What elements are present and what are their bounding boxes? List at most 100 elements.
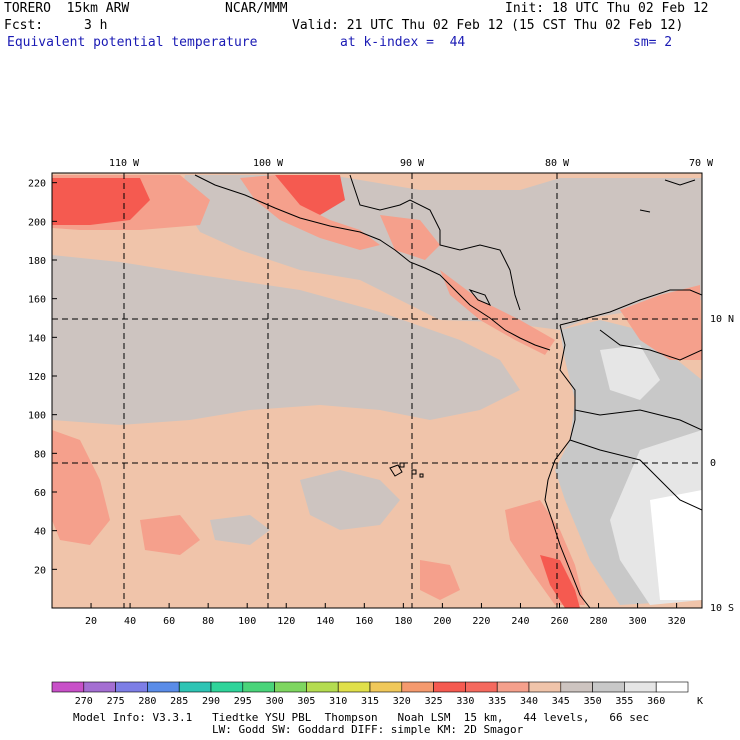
warm-guatemala — [380, 215, 440, 260]
x-tick-label: 200 — [433, 616, 451, 627]
level-label: at k-index = 44 — [340, 35, 466, 50]
colorbar-label: 280 — [138, 696, 156, 707]
colorbar-label: 310 — [329, 696, 347, 707]
warm-southwest-patch — [140, 515, 200, 555]
colorbar-swatch — [433, 681, 466, 693]
gray-band-central — [52, 255, 520, 425]
colorbar-swatch — [624, 681, 657, 693]
y-tick-label: 60 — [34, 488, 46, 499]
coastline-gulf — [349, 174, 521, 311]
lon-label-90w: 90 W — [400, 158, 425, 169]
border-countries — [569, 329, 702, 511]
x-tick-label: 80 — [202, 616, 214, 627]
x-tick-label: 60 — [163, 616, 175, 627]
colorbar-swatch — [528, 681, 562, 693]
valid-time: Valid: 21 UTC Thu 02 Feb 12 (15 CST Thu … — [292, 18, 684, 33]
colorbar-swatch — [337, 681, 371, 693]
axis-ticks — [52, 182, 678, 608]
forecast-label: Fcst: — [4, 18, 44, 33]
andes-white — [650, 490, 702, 600]
colorbar-swatch — [655, 681, 689, 693]
hot-peru-coast — [540, 555, 580, 608]
colorbar-label: 290 — [202, 696, 220, 707]
x-tick-label: 220 — [472, 616, 490, 627]
colorbar-label: 325 — [425, 696, 443, 707]
colorbar-labels: 270 275 280 285 290 295 300 305 310 315 320 325 330 3… — [75, 696, 665, 707]
colorbar-swatch — [401, 681, 434, 693]
y-tick-label: 220 — [28, 179, 46, 190]
forecast-value: 3 h — [84, 18, 108, 33]
lon-label-110w: 110 W — [109, 158, 140, 169]
colorbar-label: 300 — [266, 696, 284, 707]
x-tick-label: 260 — [550, 616, 568, 627]
x-tick-label: 320 — [668, 616, 686, 627]
colorbar-swatch — [178, 681, 212, 693]
colorbar-swatch — [592, 681, 625, 693]
plot-frame — [51, 172, 703, 609]
y-tick-label: 140 — [28, 333, 46, 344]
x-tick-labels: 20 40 60 80 100 120 140 160 180 200 220 240 260 280 30… — [85, 616, 686, 627]
y-tick-label: 160 — [28, 295, 46, 306]
colorbar-label: 320 — [393, 696, 411, 707]
lon-label-100w: 100 W — [253, 158, 284, 169]
colorbar-swatch — [306, 681, 339, 693]
colorbar-swatch — [147, 681, 180, 693]
colorbar-swatch — [242, 681, 275, 693]
colorbar-swatch — [210, 681, 244, 693]
colorbar-swatch — [560, 681, 593, 693]
colorbar — [51, 681, 689, 693]
colorbar-swatch — [115, 681, 148, 693]
x-tick-label: 240 — [511, 616, 529, 627]
colorbar-unit: K — [697, 696, 703, 707]
x-tick-label: 20 — [85, 616, 97, 627]
colorbar-label: 275 — [107, 696, 125, 707]
warm-west-patch — [52, 430, 110, 545]
center-name: NCAR/MMM — [225, 1, 288, 16]
x-tick-label: 160 — [355, 616, 373, 627]
colorbar-label: 335 — [488, 696, 506, 707]
colorbar-swatch — [51, 681, 85, 693]
theta-e-field — [52, 173, 702, 608]
colorbar-swatch — [274, 681, 307, 693]
y-tick-labels: 220 200 180 160 140 120 100 80 60 40 20 — [28, 179, 46, 577]
x-tick-label: 180 — [394, 616, 412, 627]
coastlines — [194, 174, 702, 608]
colorbar-label: 345 — [552, 696, 570, 707]
caribbean-islands — [468, 179, 696, 306]
warm-central-america — [440, 270, 555, 355]
colorbar-label: 355 — [615, 696, 633, 707]
hot-nw-patch — [52, 178, 150, 225]
colorbar-swatch — [369, 681, 403, 693]
colorbar-label: 270 — [75, 696, 93, 707]
colorbar-swatch — [83, 681, 116, 693]
colorbar-label: 360 — [647, 696, 665, 707]
gray-patch-southwest — [300, 470, 400, 530]
y-tick-label: 80 — [34, 449, 46, 460]
lat-label-10n: 10 N — [710, 314, 734, 325]
colorbar-label: 340 — [520, 696, 538, 707]
lon-label-70w: 70 W — [689, 158, 714, 169]
field-title: Equivalent potential temperature — [7, 35, 258, 50]
init-time: Init: 18 UTC Thu 02 Feb 12 — [505, 1, 709, 16]
lat-label-0: 0 — [710, 458, 716, 469]
lat-label-10s: 10 S — [710, 603, 734, 614]
colorbar-label: 295 — [234, 696, 252, 707]
smoothing-label: sm= 2 — [633, 35, 673, 50]
lat-labels: 10 N 0 10 S — [710, 314, 734, 614]
y-tick-label: 100 — [28, 411, 46, 422]
x-tick-label: 280 — [590, 616, 608, 627]
lat-lon-grid — [52, 173, 702, 608]
y-tick-label: 40 — [34, 527, 46, 538]
footer-physics-info: LW: Godd SW: Goddard DIFF: simple KM: 2D… — [212, 723, 524, 736]
x-tick-label: 300 — [629, 616, 647, 627]
y-tick-label: 180 — [28, 256, 46, 267]
y-tick-label: 200 — [28, 217, 46, 228]
warm-south-patch — [420, 560, 460, 600]
coastline-colombia — [559, 289, 702, 326]
y-tick-label: 120 — [28, 372, 46, 383]
galapagos-islands — [389, 462, 424, 478]
colorbar-label: 285 — [170, 696, 188, 707]
x-tick-label: 120 — [277, 616, 295, 627]
lon-labels: 110 W 100 W 90 W 80 W 70 W — [109, 158, 714, 169]
